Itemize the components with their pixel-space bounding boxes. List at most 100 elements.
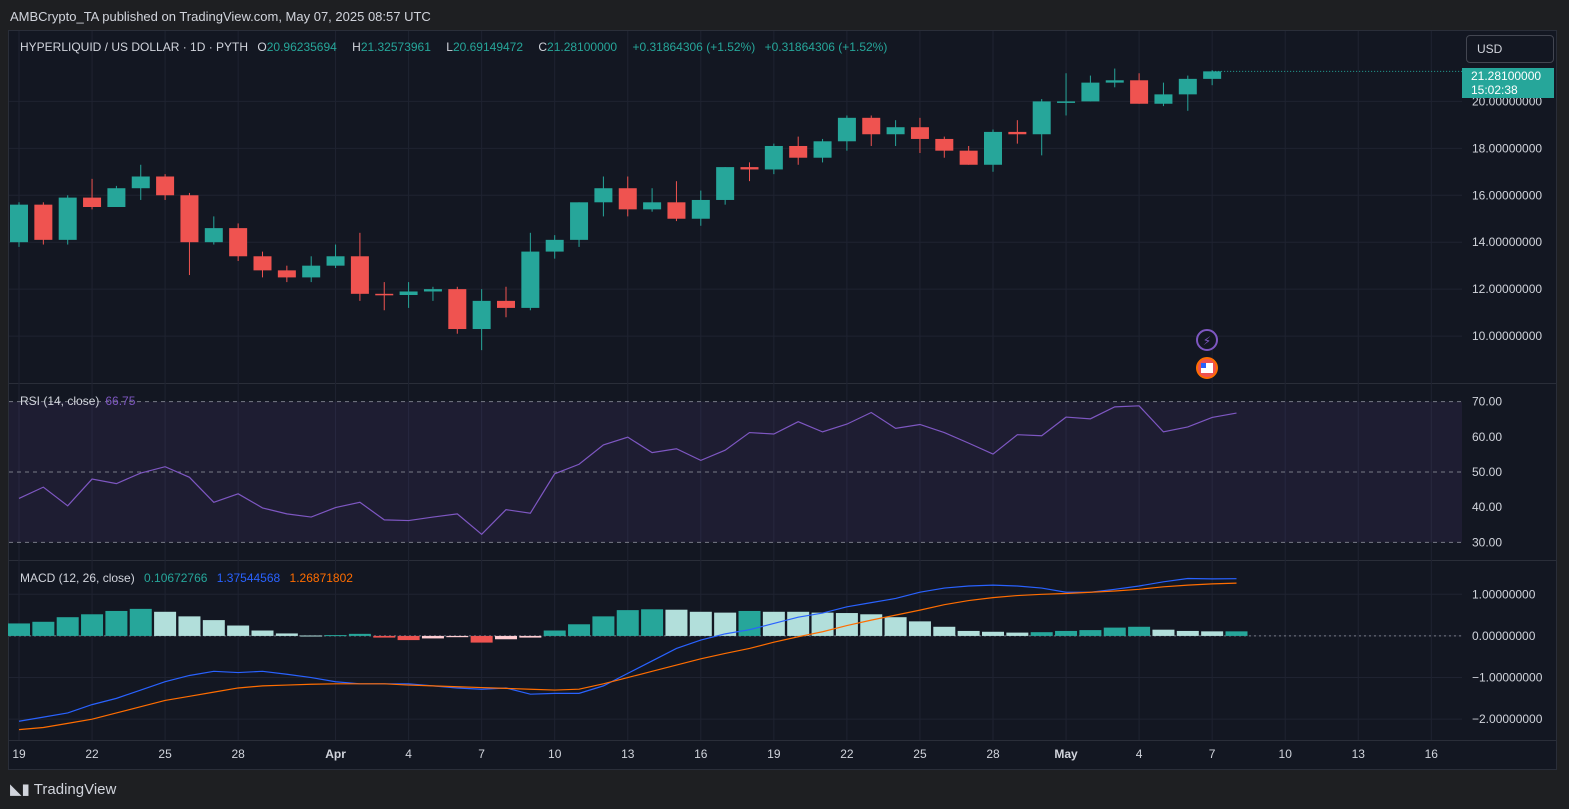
macd-histogram-bar[interactable]: [300, 635, 323, 637]
candle-body[interactable]: [326, 256, 345, 266]
macd-histogram-bar[interactable]: [714, 612, 737, 636]
candle-body[interactable]: [837, 117, 856, 142]
candle-body[interactable]: [34, 204, 53, 240]
macd-histogram-bar[interactable]: [105, 610, 128, 636]
macd-histogram-bar[interactable]: [1201, 631, 1224, 636]
candle-body[interactable]: [618, 188, 637, 210]
macd-histogram-bar[interactable]: [1055, 630, 1078, 636]
macd-signal-line[interactable]: [18, 582, 1237, 731]
macd-histogram-bar[interactable]: [835, 613, 858, 636]
macd-histogram-bar[interactable]: [957, 630, 980, 636]
lightning-event-icon[interactable]: [1196, 329, 1218, 351]
macd-histogram-bar[interactable]: [1176, 630, 1199, 636]
macd-histogram-bar[interactable]: [1103, 627, 1126, 636]
candle-body[interactable]: [497, 300, 515, 308]
macd-histogram-bar[interactable]: [495, 635, 517, 640]
candle-body[interactable]: [813, 141, 832, 158]
macd-histogram-bar[interactable]: [421, 635, 444, 639]
macd-histogram-bar[interactable]: [1128, 626, 1151, 636]
candle-body[interactable]: [423, 289, 442, 292]
candle-body[interactable]: [789, 145, 808, 158]
candle-body[interactable]: [204, 228, 223, 243]
candle-body[interactable]: [935, 138, 954, 151]
macd-histogram-bar[interactable]: [81, 614, 104, 636]
candle-body[interactable]: [1081, 82, 1100, 102]
macd-histogram-bar[interactable]: [8, 623, 30, 636]
macd-histogram-bar[interactable]: [373, 635, 396, 638]
candle-body[interactable]: [570, 202, 589, 240]
macd-histogram-bar[interactable]: [1030, 632, 1053, 636]
macd-histogram-bar[interactable]: [1152, 629, 1175, 636]
candle-body[interactable]: [667, 202, 686, 219]
macd-histogram-bar[interactable]: [397, 635, 420, 641]
macd-histogram-bar[interactable]: [129, 608, 152, 636]
macd-histogram-bar[interactable]: [787, 611, 810, 636]
candle-body[interactable]: [350, 256, 369, 294]
candle-body[interactable]: [1008, 131, 1027, 135]
macd-histogram-bar[interactable]: [251, 630, 274, 636]
candle-body[interactable]: [156, 176, 175, 196]
candle-body[interactable]: [910, 127, 929, 139]
macd-histogram-bar[interactable]: [665, 609, 688, 636]
candle-body[interactable]: [375, 293, 394, 296]
macd-histogram-bar[interactable]: [860, 614, 883, 636]
candle-body[interactable]: [862, 117, 881, 135]
macd-histogram-bar[interactable]: [811, 612, 834, 636]
macd-histogram-bar[interactable]: [324, 635, 347, 637]
macd-histogram-bar[interactable]: [519, 635, 542, 638]
macd-histogram-bar[interactable]: [202, 620, 225, 636]
rsi-line[interactable]: [18, 405, 1237, 536]
candle-body[interactable]: [764, 145, 783, 170]
candle-body[interactable]: [58, 197, 77, 240]
macd-histogram-bar[interactable]: [178, 616, 201, 636]
candle-body[interactable]: [1178, 78, 1197, 95]
candle-body[interactable]: [691, 199, 710, 219]
candle-body[interactable]: [594, 188, 613, 203]
macd-histogram-bar[interactable]: [446, 635, 469, 638]
candle-body[interactable]: [83, 197, 102, 207]
candle-body[interactable]: [107, 188, 126, 207]
candle-body[interactable]: [131, 176, 150, 189]
macd-histogram-bar[interactable]: [933, 626, 956, 636]
macd-histogram-bar[interactable]: [592, 616, 615, 636]
macd-histogram-bar[interactable]: [1006, 632, 1029, 636]
macd-histogram-bar[interactable]: [641, 609, 664, 636]
candle-body[interactable]: [1130, 80, 1149, 104]
currency-button[interactable]: USD: [1466, 35, 1554, 63]
rsi-name[interactable]: RSI (14, close): [20, 394, 100, 408]
candle-body[interactable]: [1032, 101, 1051, 135]
candle-body[interactable]: [959, 150, 978, 165]
macd-histogram-bar[interactable]: [154, 611, 177, 636]
candle-body[interactable]: [472, 300, 491, 330]
macd-histogram-bar[interactable]: [470, 635, 493, 643]
candle-body[interactable]: [448, 289, 467, 330]
candle-body[interactable]: [1203, 71, 1222, 79]
candle-body[interactable]: [277, 270, 296, 278]
tradingview-logo[interactable]: ◣▮ TradingView: [10, 780, 116, 798]
candle-body[interactable]: [716, 167, 735, 200]
macd-histogram-bar[interactable]: [982, 631, 1004, 636]
macd-name[interactable]: MACD (12, 26, close): [20, 571, 135, 585]
candle-body[interactable]: [302, 265, 321, 278]
candle-body[interactable]: [1105, 80, 1124, 83]
symbol-label[interactable]: HYPERLIQUID / US DOLLAR · 1D · PYTH: [20, 40, 249, 54]
candle-body[interactable]: [229, 228, 248, 257]
macd-histogram-bar[interactable]: [1079, 630, 1102, 636]
macd-histogram-bar[interactable]: [56, 617, 79, 636]
candle-body[interactable]: [180, 195, 199, 243]
macd-histogram-bar[interactable]: [908, 621, 931, 636]
candle-body[interactable]: [1057, 101, 1076, 103]
candle-body[interactable]: [545, 239, 564, 252]
macd-histogram-bar[interactable]: [689, 611, 712, 636]
candle-body[interactable]: [740, 167, 759, 170]
macd-histogram-bar[interactable]: [32, 621, 55, 636]
macd-histogram-bar[interactable]: [616, 610, 639, 636]
macd-histogram-bar[interactable]: [543, 630, 566, 636]
candle-body[interactable]: [399, 291, 418, 295]
macd-histogram-bar[interactable]: [227, 625, 250, 636]
candle-body[interactable]: [643, 202, 662, 210]
macd-histogram-bar[interactable]: [348, 633, 371, 636]
macd-histogram-bar[interactable]: [275, 633, 298, 636]
candle-body[interactable]: [521, 251, 540, 308]
